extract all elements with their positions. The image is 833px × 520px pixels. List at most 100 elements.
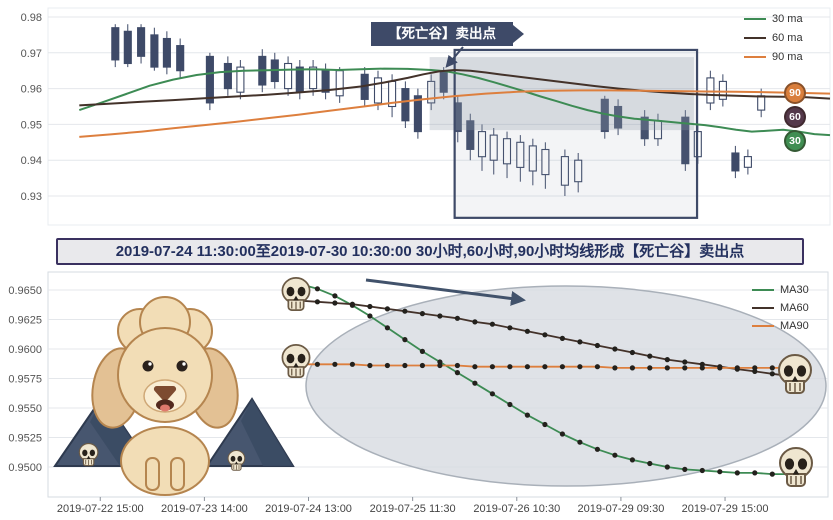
data-point-marker — [559, 364, 566, 370]
data-point-marker — [314, 361, 320, 367]
data-point-marker — [402, 337, 408, 343]
candle-body — [236, 66, 245, 93]
candle-body — [137, 27, 146, 57]
tick-label: 0.9650 — [8, 285, 42, 297]
candle-body — [335, 70, 344, 97]
candle-body — [743, 156, 752, 168]
data-point-marker — [664, 357, 670, 363]
legend-label: 30 ma — [772, 13, 803, 25]
bottom-chart-legend: MA30 MA60 MA90 — [752, 284, 809, 332]
data-point-marker — [559, 431, 566, 437]
dog-leg — [170, 457, 185, 491]
dog-leg — [145, 457, 160, 491]
candle-body — [309, 66, 318, 90]
data-point-marker — [647, 353, 653, 359]
tick-label: 0.97 — [21, 48, 42, 60]
candle-body — [528, 145, 537, 172]
legend-line-swatch — [744, 56, 766, 58]
xtick-label: 2019-07-29 09:30 — [577, 503, 664, 515]
ma-line-90ma — [79, 89, 831, 138]
data-point-marker — [454, 362, 460, 369]
candle-body — [373, 77, 383, 104]
candle-body — [477, 131, 487, 158]
legend-item-90ma: 90 ma — [744, 51, 803, 63]
candle-body — [162, 37, 171, 68]
data-point-marker — [594, 446, 601, 452]
tick-label: 0.93 — [21, 191, 42, 203]
data-point-marker — [384, 325, 390, 331]
data-point-marker — [384, 306, 390, 312]
data-point-marker — [419, 348, 425, 354]
data-point-marker — [577, 339, 583, 345]
candle-body — [757, 95, 766, 111]
death-valley-ellipse — [305, 285, 827, 487]
data-point-marker — [699, 361, 705, 367]
data-point-marker — [682, 365, 688, 371]
dog-eye-highlight — [182, 362, 186, 366]
legend-item-ma60: MA60 — [752, 302, 809, 314]
data-point-marker — [577, 439, 583, 445]
data-point-marker — [682, 359, 688, 365]
ma-line-60ma — [79, 69, 831, 107]
xtick-label: 2019-07-25 11:30 — [370, 503, 456, 515]
legend-item-ma90: MA90 — [752, 320, 809, 332]
data-point-marker — [647, 365, 653, 371]
candle-body — [731, 152, 740, 172]
legend-label: 90 ma — [772, 51, 803, 63]
poodle-illustration — [53, 296, 295, 496]
candle-body — [295, 66, 304, 93]
candle-body — [205, 55, 214, 104]
legend-item-30ma: 30 ma — [744, 13, 803, 25]
candle-body — [516, 141, 525, 168]
data-point-marker — [594, 364, 601, 370]
data-point-marker — [629, 349, 636, 356]
badge-60: 60 — [784, 106, 806, 128]
data-point-marker — [489, 364, 495, 370]
data-point-marker — [769, 371, 775, 377]
data-point-marker — [314, 299, 320, 305]
data-point-marker — [699, 467, 705, 474]
tick-label: 0.9500 — [8, 462, 42, 474]
tick-label: 0.9550 — [8, 403, 42, 415]
bottom-plot-border — [47, 271, 829, 498]
candle-body — [541, 148, 550, 176]
data-point-marker — [717, 365, 723, 371]
data-point-marker — [454, 315, 460, 321]
data-point-marker — [542, 364, 548, 370]
xtick-label: 2019-07-29 15:00 — [682, 503, 769, 515]
candle-body — [640, 116, 649, 140]
tick-label: 0.96 — [21, 84, 42, 96]
skull-icon — [779, 447, 813, 487]
top-chart-legend: 30 ma 60 ma 90 ma — [744, 13, 803, 63]
data-point-marker — [489, 321, 495, 327]
data-point-marker — [507, 364, 513, 370]
candle-body — [466, 120, 475, 150]
data-point-marker — [332, 300, 338, 306]
legend-line-swatch — [752, 289, 774, 291]
top-candlestick-chart: 0.98 0.97 0.96 0.95 0.94 0.93 2019-07-22 15:00… — [21, 7, 831, 515]
candle-body — [223, 62, 232, 90]
data-point-marker — [594, 342, 601, 349]
dog-eye-highlight — [148, 362, 152, 366]
data-point-marker — [367, 303, 373, 310]
candle-body — [706, 77, 715, 104]
tick-label: 0.9625 — [8, 315, 42, 327]
data-point-marker — [349, 301, 355, 307]
candle-body — [718, 80, 727, 100]
candle-body — [123, 30, 132, 65]
badge-90: 90 — [784, 82, 806, 104]
xtick-label: 2019-07-23 14:00 — [161, 503, 248, 515]
data-point-marker — [507, 401, 513, 408]
data-point-marker — [629, 365, 636, 371]
data-point-marker — [577, 364, 583, 370]
dog-eye — [142, 360, 154, 372]
candle-body — [401, 88, 410, 122]
annotation-arrow — [445, 46, 464, 68]
data-point-marker — [314, 286, 320, 292]
data-point-marker — [349, 361, 355, 367]
data-point-marker — [664, 464, 670, 470]
xtick-label: 2019-07-22 15:00 — [57, 503, 144, 515]
legend-line-swatch — [744, 37, 766, 39]
data-point-marker — [384, 362, 390, 369]
